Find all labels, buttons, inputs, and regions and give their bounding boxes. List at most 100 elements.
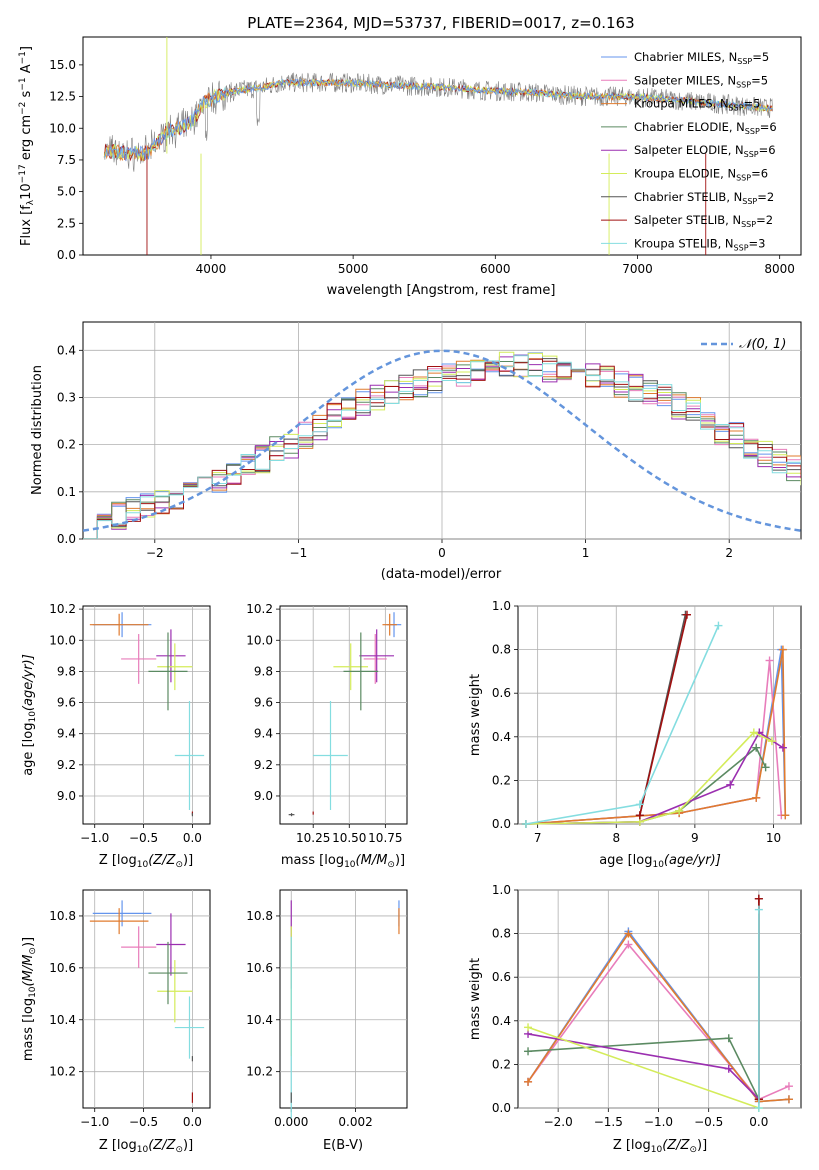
normal-curve (83, 349, 801, 532)
spectrum-ylabel: Flux [fλ10−17 erg cm−2 s−1 A−1] (18, 46, 36, 246)
series-marker-kroupa_elodie (524, 1023, 533, 1032)
normal-legend-label: 𝒩(0, 1) (739, 337, 786, 352)
series-line-kroupa_stelib (525, 625, 720, 825)
y-tick-label: 9.0 (254, 789, 273, 803)
mass-vs-extinction-ticks: 0.000 0.002 10.2 10.4 10.6 10.8 (246, 890, 407, 1129)
y-tick-label: 0.4 (492, 730, 511, 744)
spectrum-title: PLATE=2364, MJD=53737, FIBERID=0017, z=0… (247, 14, 634, 32)
massweight-vs-age-plot-area (521, 610, 790, 828)
x-tick-label: −1.0 (80, 1115, 109, 1129)
y-tick-label: 0.4 (492, 1014, 511, 1028)
y-tick-label: 0.2 (492, 773, 511, 787)
errorbar-point-kroupa_stelib (174, 700, 205, 810)
x-tick-label: 0.0 (183, 831, 202, 845)
series-marker-kroupa_miles (778, 645, 787, 654)
x-tick-label: 4000 (196, 262, 227, 276)
x-tick-label: 5000 (338, 262, 369, 276)
x-tick-label: 7 (534, 831, 542, 845)
y-tick-label: 9.2 (57, 758, 76, 772)
mass-vs-extinction-frame (279, 889, 408, 1109)
series-marker-chabrier_elodie (724, 1034, 733, 1043)
series-marker-kroupa_stelib (754, 1104, 763, 1112)
series-marker-kroupa_elodie (767, 737, 776, 746)
y-tick-label: 5.0 (57, 185, 76, 199)
x-tick-label: 6000 (480, 262, 511, 276)
errorbar-point-chabrier_elodie (343, 632, 379, 711)
age-vs-metallicity-frame (82, 605, 211, 825)
series-marker-salpeter_miles (765, 656, 774, 665)
series-marker-kroupa_stelib (714, 621, 723, 630)
y-tick-label: 0.6 (492, 686, 511, 700)
y-tick-label: 0.0 (57, 532, 76, 546)
y-tick-label: 0.0 (57, 248, 76, 262)
age-vs-mass-panel: 10.25 10.50 10.75 9.0 9.2 9.4 9.6 9.8 10.0 10.2 m… (246, 602, 408, 870)
spectrum-frame (82, 36, 802, 256)
series-marker-kroupa_stelib (754, 905, 763, 914)
x-tick-label: −1.5 (594, 1115, 623, 1129)
residuals-xlabel: (data-model)/error (381, 567, 502, 582)
x-tick-label: −1.0 (644, 1115, 673, 1129)
x-tick-label: −0.5 (694, 1115, 723, 1129)
y-tick-label: 0.2 (492, 1057, 511, 1071)
x-tick-label: 9 (691, 831, 699, 845)
series-marker-kroupa_elodie (749, 728, 758, 737)
y-tick-label: 0.0 (492, 1101, 511, 1115)
y-tick-label: 1.0 (492, 883, 511, 897)
legend-label-salpeter_elodie: Salpeter ELODIE, NSSP=6 (634, 143, 776, 159)
errorbar-point-salpeter_miles (363, 634, 387, 684)
age-vs-metallicity-plot-area (89, 612, 205, 817)
y-tick-label: 9.6 (254, 696, 273, 710)
x-tick-label: 2 (725, 546, 733, 560)
x-tick-label: −1.0 (80, 831, 109, 845)
series-marker-chabrier_elodie (752, 743, 761, 752)
spectrum-legend: Chabrier MILES, NSSP=5 Salpeter MILES, NS… (601, 50, 777, 252)
errorbar-point-kroupa_miles (89, 613, 149, 636)
series-marker-kroupa_stelib (635, 800, 644, 809)
y-tick-label: 10.2 (49, 602, 76, 616)
y-tick-label: 0.1 (57, 485, 76, 499)
series-marker-salpeter_miles (784, 1082, 793, 1091)
age-vs-metallicity-ticks: −1.0 −0.5 0.0 9.0 9.2 9.4 9.6 9.8 10.0 10.2 (49, 602, 210, 845)
series-marker-kroupa_miles (624, 929, 633, 938)
x-tick-label: 10.75 (368, 831, 402, 845)
errorbar-point-salpeter_elodie (359, 629, 395, 683)
histogram-chabrier_stelib (83, 358, 801, 539)
legend-label-chabrier_miles: Chabrier MILES, NSSP=5 (634, 50, 769, 66)
x-tick-label: 7000 (622, 262, 653, 276)
massweight-vs-metallicity-xlabel: Z [log10(Z/Z⊙)] (613, 1138, 707, 1155)
massweight-vs-metallicity-panel: −2.0 −1.5 −1.0 −0.5 0.0 0.0 0.2 0.4 0.6 0.8 1.0 Z … (468, 883, 802, 1155)
spectrum-lines (103, 37, 773, 255)
massweight-vs-metallicity-ylabel: mass weight (468, 958, 483, 1040)
y-tick-label: 0.8 (492, 927, 511, 941)
y-tick-label: 0.8 (492, 643, 511, 657)
series-marker-chabrier_elodie (761, 763, 770, 772)
histogram-salpeter_miles (83, 365, 801, 539)
mass-vs-metallicity-frame (82, 889, 211, 1109)
massweight-vs-age-frame (517, 605, 802, 825)
y-tick-label: 7.5 (57, 153, 76, 167)
series-line-salpeter_stelib (639, 614, 688, 816)
age-vs-metallicity-panel: −1.0 −0.5 0.0 9.0 9.2 9.4 9.6 9.8 10.0 10.2 Z [lo… (21, 602, 211, 870)
x-tick-label: 8000 (764, 262, 795, 276)
y-tick-label: 10.2 (49, 1065, 76, 1079)
errorbar-point-chabrier_elodie (148, 632, 188, 711)
histogram-salpeter_stelib (83, 358, 801, 539)
y-tick-label: 10.8 (246, 909, 273, 923)
y-tick-label: 10.8 (49, 909, 76, 923)
errorbar-point-salpeter_miles (121, 634, 157, 684)
series-marker-kroupa_miles (784, 1095, 793, 1104)
errorbar-point-kroupa_miles (89, 908, 149, 935)
series-marker-kroupa_miles (752, 793, 761, 802)
x-tick-label: 0.002 (338, 1115, 372, 1129)
x-tick-label: −1 (290, 546, 308, 560)
y-tick-label: 12.5 (49, 90, 76, 104)
x-tick-label: −0.5 (129, 831, 158, 845)
massweight-vs-metallicity-plot-area (524, 894, 793, 1112)
y-tick-label: 9.4 (254, 727, 273, 741)
massweight-vs-age-panel: 7 8 9 10 0.0 0.2 0.4 0.6 0.8 1.0 age [log10(age/y… (468, 599, 802, 870)
x-tick-label: −0.5 (129, 1115, 158, 1129)
y-tick-label: 10.2 (246, 1065, 273, 1079)
series-marker-kroupa_stelib (521, 820, 530, 828)
spectrum-ticks: 4000 5000 6000 7000 8000 0.0 2.5 5.0 7.5 10.0 12.5… (49, 58, 795, 276)
